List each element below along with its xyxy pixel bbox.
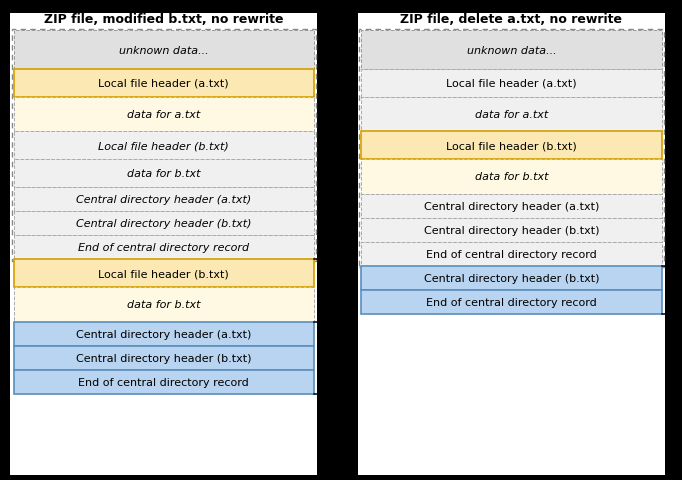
Text: ZIP file, delete a.txt, no rewrite: ZIP file, delete a.txt, no rewrite <box>400 12 623 26</box>
Bar <box>12 30 316 261</box>
Text: data for b.txt: data for b.txt <box>475 172 548 182</box>
Bar <box>361 160 662 194</box>
Bar <box>361 242 662 266</box>
Bar <box>361 70 662 97</box>
Text: unknown data...: unknown data... <box>119 46 209 55</box>
Text: Local file header (b.txt): Local file header (b.txt) <box>446 141 577 151</box>
Bar <box>14 212 314 236</box>
Bar <box>361 194 662 218</box>
Text: End of central directory record: End of central directory record <box>426 250 597 259</box>
Bar <box>14 188 314 212</box>
Bar <box>14 346 314 370</box>
Bar <box>14 31 314 70</box>
Bar <box>361 266 662 290</box>
Text: Local file header (b.txt): Local file header (b.txt) <box>98 269 229 278</box>
Bar <box>14 236 314 260</box>
Text: Local file header (b.txt): Local file header (b.txt) <box>98 141 229 151</box>
Text: Local file header (a.txt): Local file header (a.txt) <box>98 79 229 88</box>
Text: data for a.txt: data for a.txt <box>127 110 201 120</box>
Text: Local file header (a.txt): Local file header (a.txt) <box>446 79 577 88</box>
Text: data for b.txt: data for b.txt <box>127 169 201 179</box>
Text: Central directory header (a.txt): Central directory header (a.txt) <box>76 195 251 204</box>
Text: Central directory header (b.txt): Central directory header (b.txt) <box>424 226 599 235</box>
Bar <box>14 70 314 97</box>
Bar <box>14 97 314 132</box>
Bar <box>361 218 662 242</box>
Bar <box>361 31 662 70</box>
Text: unknown data...: unknown data... <box>466 46 557 55</box>
Bar <box>10 14 317 475</box>
Text: data for a.txt: data for a.txt <box>475 110 548 120</box>
Text: Central directory header (b.txt): Central directory header (b.txt) <box>76 353 252 363</box>
Bar <box>359 30 664 268</box>
Bar <box>361 290 662 314</box>
Bar <box>358 14 665 475</box>
Bar <box>361 132 662 160</box>
Bar <box>14 132 314 160</box>
Text: Central directory header (a.txt): Central directory header (a.txt) <box>76 329 252 339</box>
Bar <box>14 160 314 188</box>
Text: End of central directory record: End of central directory record <box>78 377 249 387</box>
Bar <box>14 288 314 322</box>
Text: End of central directory record: End of central directory record <box>78 243 249 252</box>
Text: Central directory header (a.txt): Central directory header (a.txt) <box>424 202 599 211</box>
Bar <box>361 97 662 132</box>
Bar <box>14 322 314 346</box>
Text: Central directory header (b.txt): Central directory header (b.txt) <box>424 274 599 283</box>
Text: End of central directory record: End of central directory record <box>426 298 597 307</box>
Bar <box>14 260 314 288</box>
Text: data for b.txt: data for b.txt <box>127 300 201 310</box>
Bar <box>14 370 314 394</box>
Text: Central directory header (b.txt): Central directory header (b.txt) <box>76 219 252 228</box>
Text: ZIP file, modified b.txt, no rewrite: ZIP file, modified b.txt, no rewrite <box>44 12 284 26</box>
